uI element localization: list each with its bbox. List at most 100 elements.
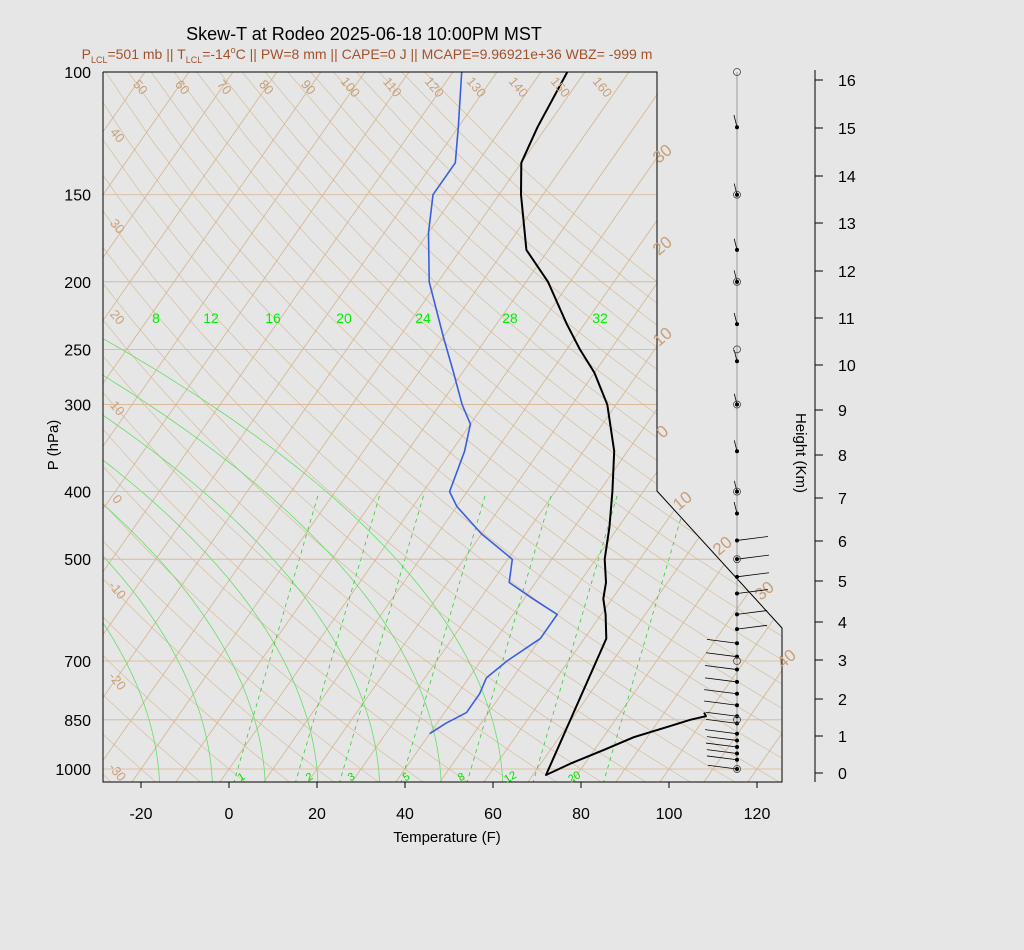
dry-adiabat-line (103, 72, 248, 782)
wind-barb (733, 183, 738, 195)
theta-e-label: 12 (203, 310, 219, 326)
height-tick-label: 12 (838, 264, 856, 281)
isotherm-label-right: 0 (653, 421, 672, 442)
x-tick-label: 20 (308, 806, 326, 823)
isotherm-line (835, 72, 1024, 784)
height-tick-label: 4 (838, 615, 847, 632)
height-tick-label: 1 (838, 729, 847, 746)
isotherm-label: 60 (172, 77, 193, 98)
barb-marker-circle (733, 277, 741, 286)
x-tick-label: 60 (484, 806, 502, 823)
moist-adiabat-line (103, 323, 213, 782)
barb-marker-circle (733, 400, 741, 409)
barb-marker-circle (733, 68, 741, 76)
barb-marker-circle (733, 657, 741, 665)
wind-barb (704, 677, 738, 683)
moist-adiabat-line (103, 323, 266, 782)
isotherm-label-right: 40 (773, 645, 800, 672)
wind-barb (705, 718, 738, 724)
dry-adiabat-line (103, 72, 782, 782)
height-tick-label: 11 (838, 311, 855, 328)
isotherm-label: 140 (506, 74, 531, 100)
pressure-tick-label: 200 (64, 275, 91, 292)
barb-marker-circle (733, 487, 741, 496)
dry-adiabat-line (103, 72, 426, 782)
isotherm-label-right: 20 (709, 532, 736, 559)
height-tick-label: 6 (838, 534, 847, 551)
isotherm-line (702, 72, 782, 782)
wind-barb (704, 729, 738, 735)
isotherm-line (103, 72, 366, 782)
isotherm-line (879, 72, 1024, 784)
barb-marker-circle (733, 555, 741, 564)
wind-barb (705, 711, 738, 717)
mixing-ratio-line (233, 491, 320, 782)
isotherm-label: 50 (130, 77, 151, 98)
isotherm-line (526, 72, 782, 782)
wind-barb (736, 624, 768, 630)
dry-adiabat-line (103, 72, 739, 782)
mixing-ratio-label: 12 (502, 769, 519, 786)
height-tick-label: 7 (838, 491, 847, 508)
isotherm-line (103, 72, 234, 782)
pressure-tick-label: 300 (64, 398, 91, 415)
wind-barb (704, 689, 738, 695)
isotherm-label-left: -20 (106, 669, 130, 693)
wind-barb (705, 742, 738, 748)
isotherm-label-left: 40 (107, 125, 128, 146)
dry-adiabat-line (103, 72, 649, 782)
dry-adiabat-line (103, 72, 694, 782)
height-axis-label: Height (Km) (792, 413, 809, 493)
isotherm-label: 110 (380, 74, 405, 100)
isotherm-line (103, 72, 190, 782)
theta-e-label: 32 (592, 310, 608, 326)
wind-barb (704, 665, 738, 670)
isotherm-line (350, 72, 782, 782)
isotherm-label: 80 (256, 77, 277, 98)
pressure-tick-label: 150 (64, 188, 91, 205)
pressure-tick-label: 500 (64, 552, 91, 569)
mixing-ratio-label: 8 (456, 771, 467, 784)
x-tick-label: 120 (744, 806, 771, 823)
pressure-tick-label: 400 (64, 485, 91, 502)
isotherm-line (262, 72, 762, 782)
isotherm-label: 160 (590, 74, 615, 100)
theta-e-label: 16 (265, 310, 281, 326)
isotherm-label: 100 (338, 74, 363, 100)
height-tick-label: 16 (838, 73, 856, 90)
wind-barb (733, 501, 738, 514)
isotherm-line (174, 72, 674, 782)
isotherm-line (570, 72, 782, 782)
isotherm-line (103, 72, 278, 782)
isotherm-label-right: 10 (669, 487, 696, 514)
x-tick-label: -20 (129, 806, 152, 823)
wind-barb (733, 238, 738, 251)
isotherm-line (791, 72, 1024, 784)
isotherm-line (1011, 72, 1024, 784)
pressure-tick-label: 1000 (55, 762, 91, 779)
isotherm-label: 150 (548, 74, 573, 100)
pressure-tick-label: 100 (64, 65, 91, 82)
mixing-ratio-line (466, 491, 553, 782)
wind-barb (706, 749, 738, 754)
mixing-ratio-line (602, 491, 690, 782)
y-axis-label: P (hPa) (45, 420, 62, 471)
dry-adiabat-line (196, 72, 782, 782)
mixing-ratio-label: 5 (401, 771, 412, 784)
mixing-ratio-line (338, 491, 426, 782)
barb-marker-circle (733, 345, 741, 354)
pressure-tick-label: 250 (64, 342, 91, 359)
chart-title: Skew-T at Rodeo 2025-06-18 10:00PM MST (186, 24, 542, 44)
mixing-ratio-label: 1 (236, 771, 247, 784)
height-tick-label: 5 (838, 574, 847, 591)
wind-barb (736, 572, 770, 578)
isotherm-line (103, 72, 498, 782)
dry-adiabat-line (150, 72, 782, 782)
dry-adiabat-line (264, 72, 782, 782)
wind-barb (733, 393, 738, 405)
wind-barb (736, 554, 770, 560)
dry-adiabat-line (219, 72, 782, 782)
barb-marker-circle (733, 190, 741, 199)
dry-adiabat-line (333, 72, 782, 782)
